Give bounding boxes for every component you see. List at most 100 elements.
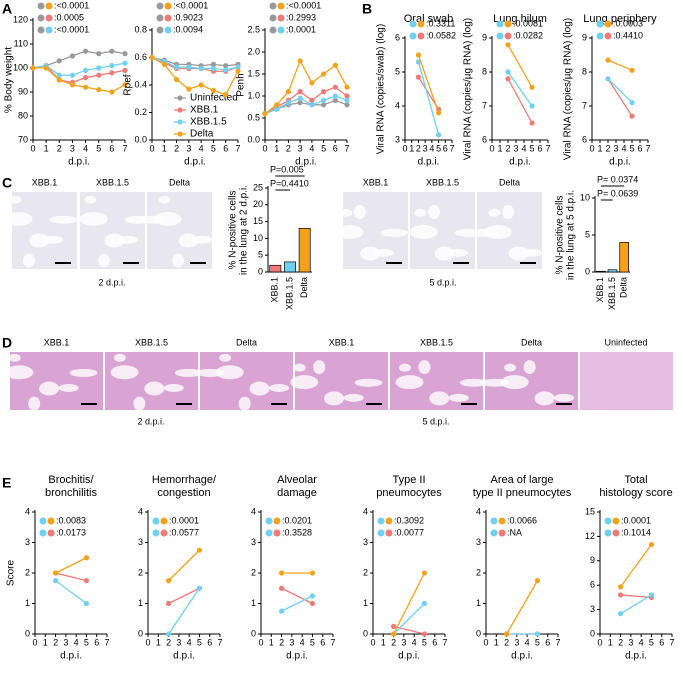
y-tick-label: 0 [251,628,256,638]
tissue-void [172,253,185,268]
y-axis-label: Viral RNA (copies/µg RNA) (log) [563,18,574,160]
x-tick-label: 6 [537,143,542,153]
data-point [332,97,338,103]
tissue-void [434,246,455,261]
x-tick-label: 4 [429,143,434,153]
tissue-void [8,353,21,362]
x-axis-label: d.p.i. [625,651,647,662]
data-point [529,103,535,109]
annotation: P=0.005 [270,164,304,174]
data-point [421,600,428,607]
x-axis-label: d.p.i. [418,157,440,168]
x-tick-label: 7 [645,143,650,153]
tissue-void [508,246,529,261]
x-tick-label: 2 [166,637,171,647]
chart-title: histology score [599,487,672,499]
data-point [83,578,90,584]
x-tick-label: 0 [402,143,407,153]
x-tick-label: 6 [223,143,228,153]
data-point [109,89,115,95]
tissue-void [409,225,438,240]
annotation-dot [156,2,164,10]
series-line [417,61,440,136]
annotation: :0.0282 [513,30,543,40]
annotation: :0.0001 [286,24,316,34]
y-tick-label: 3 [138,537,143,547]
x-tick-label: 5 [649,637,654,647]
x-tick-label: 5 [84,637,89,647]
data-point [529,84,535,90]
data-point [223,63,229,69]
x-tick-label: 2 [618,637,623,647]
x-tick-label: 1 [44,143,49,153]
y-axis-label: Score [6,560,17,587]
annotation-dot [409,20,417,28]
tissue-void [448,393,469,402]
annotation-dot [164,14,172,22]
annotation-dot [277,26,285,34]
data-point [82,48,89,54]
y-tick-label: 3 [476,537,481,547]
data-point [505,69,511,75]
annotation-dot [152,529,160,537]
data-point [390,631,397,637]
axis [264,28,347,141]
y-tick-label: 0.0 [134,134,147,144]
data-point [309,570,316,576]
annotation-dot [160,517,168,525]
data-point [415,52,422,58]
annotation-dot [152,517,160,525]
bar [298,227,311,273]
y-tick-label: 0.8 [134,24,147,34]
y-tick-label: 2 [363,567,368,577]
y-axis-label: Viral RNA (copies/µg RNA) (log) [463,18,474,160]
annotation-dot [417,20,425,28]
data-point [297,89,303,95]
annotation-dot [496,20,504,28]
x-tick-label: 1 [156,637,161,647]
annotation-dot [385,517,393,525]
x-tick-label: 4 [83,143,88,153]
x-tick-label: 1 [497,143,502,153]
data-point [529,120,535,126]
data-point [505,42,511,48]
data-point [56,77,62,83]
data-point [344,97,350,103]
data-point [161,61,167,67]
x-axis-label: d.p.i. [286,651,308,662]
annotation: :<0.0001 [54,0,89,10]
x-tick-label: 7 [449,143,454,153]
micrograph-label: XBB.1.5 [96,177,129,187]
annotation: P= 0.0639 [597,188,638,198]
chart-title: type II pneumocytes [473,487,572,499]
data-point [605,57,611,63]
y-tick-label: 4 [251,506,256,516]
y-tick-label: 1 [363,598,368,608]
chart-title: Total [624,474,647,486]
x-tick-label: 0 [489,143,494,153]
annotation: :0.2993 [286,12,316,22]
annotation: :<0.0001 [286,0,321,10]
tissue-void [313,360,326,375]
data-point [534,578,541,584]
y-tick-label: 3 [590,604,595,614]
data-point [30,65,36,71]
tissue-void [459,378,488,387]
data-point [421,631,428,637]
annotation-dot [377,517,385,525]
annotation-dot [156,26,164,34]
y-tick-label: 0.5 [247,112,260,122]
data-point [617,592,624,598]
data-point [505,76,511,82]
x-tick-label: 0 [483,637,488,647]
x-tick-label: 2 [174,143,179,153]
y-axis-label: % N-positive cells [555,196,566,275]
panel-label: C [2,175,12,191]
micrograph-label: Uninfected [604,337,647,347]
x-tick-label: 2 [605,143,610,153]
y-tick-label: 0 [363,628,368,638]
data-point [617,584,624,590]
x-tick-label: 5 [96,143,101,153]
x-tick-label: 7 [217,637,222,647]
tissue-void [5,365,34,380]
